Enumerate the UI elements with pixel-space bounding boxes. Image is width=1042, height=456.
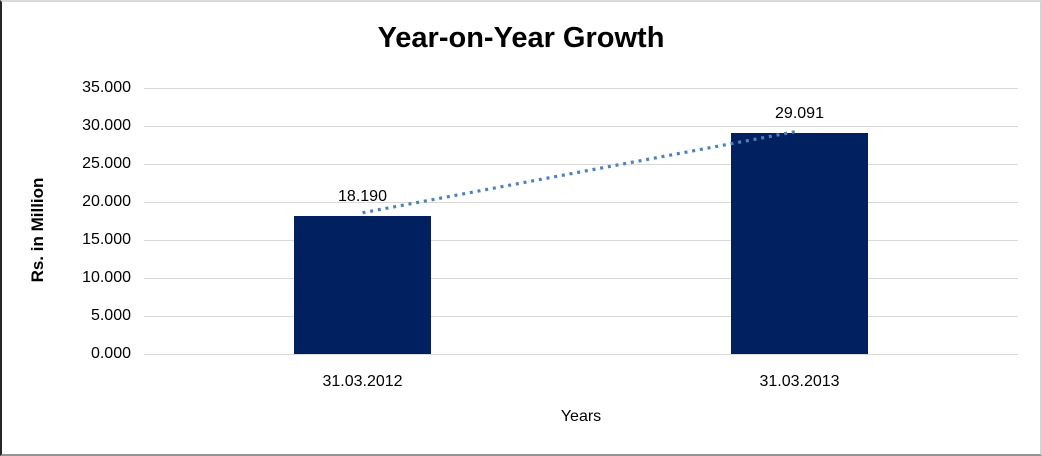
x-axis-title: Years: [560, 408, 602, 425]
gridline: [144, 201, 1018, 203]
gridline: [144, 87, 1018, 89]
chart-title: Year-on-Year Growth: [377, 22, 665, 54]
x-axis-tick-label: 31.03.2012: [322, 373, 403, 390]
bar-31.03.2013: [731, 132, 868, 354]
y-axis-tick-label: 10.000: [82, 269, 131, 286]
y-axis-tick-label: 30.000: [82, 117, 131, 134]
gridline: [144, 163, 1018, 165]
bar-31.03.2012: [294, 215, 431, 354]
y-axis-tick-label: 20.000: [82, 193, 131, 210]
gridline: [144, 315, 1018, 317]
y-axis-tick-label: 25.000: [82, 155, 131, 172]
y-axis-tick-label: 5.000: [90, 307, 131, 324]
gridline: [144, 353, 1018, 355]
gridline: [144, 125, 1018, 127]
data-label: 29.091: [775, 104, 824, 122]
gridline: [144, 239, 1018, 241]
gridline: [144, 277, 1018, 279]
data-label: 18.190: [338, 187, 387, 205]
y-axis-tick-label: 15.000: [82, 231, 131, 248]
y-axis-tick-label: 0.000: [90, 345, 131, 362]
x-axis-tick-label: 31.03.2013: [759, 373, 840, 390]
y-axis-tick-label: 35.000: [82, 79, 131, 96]
